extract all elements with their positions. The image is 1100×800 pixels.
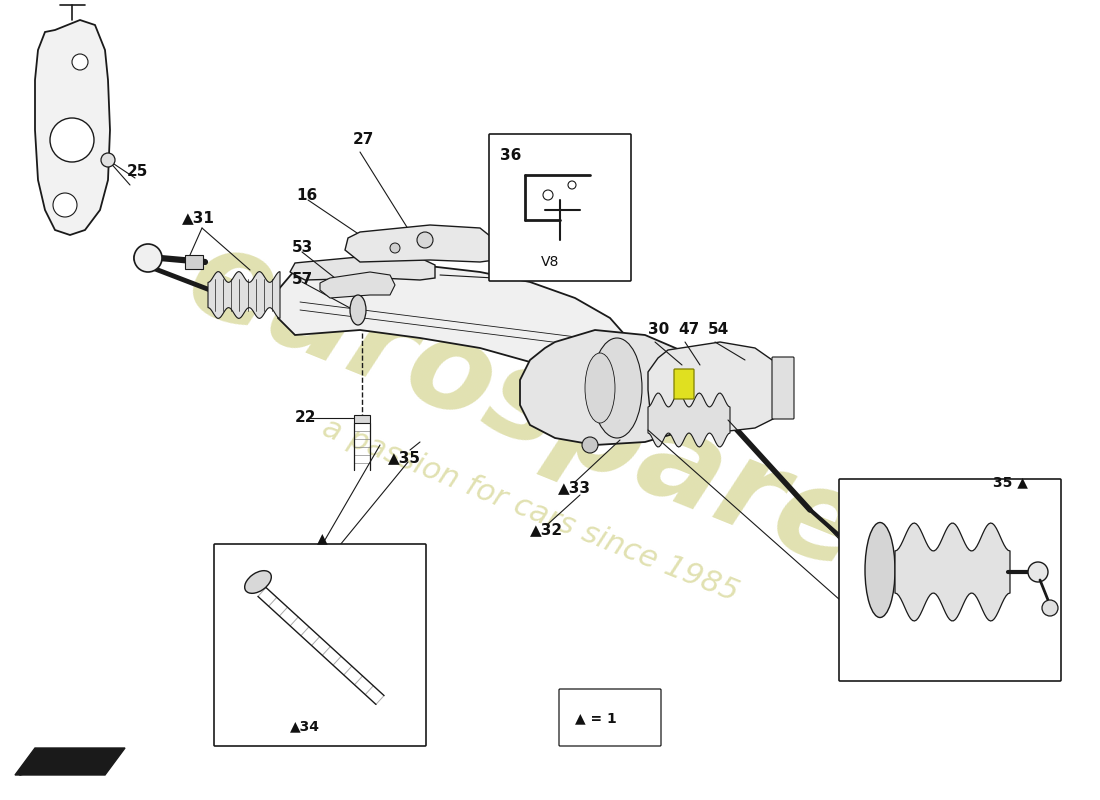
Ellipse shape xyxy=(592,338,642,438)
Text: 47: 47 xyxy=(678,322,700,338)
Circle shape xyxy=(543,190,553,200)
Polygon shape xyxy=(320,272,395,298)
Text: 25: 25 xyxy=(126,165,148,179)
Text: 22: 22 xyxy=(295,410,317,426)
Text: 57: 57 xyxy=(292,273,313,287)
Circle shape xyxy=(417,232,433,248)
Text: eurospares: eurospares xyxy=(170,216,949,624)
FancyBboxPatch shape xyxy=(559,689,661,746)
Circle shape xyxy=(858,546,882,570)
Circle shape xyxy=(72,54,88,70)
Circle shape xyxy=(1028,562,1048,582)
Polygon shape xyxy=(345,225,495,262)
Text: 54: 54 xyxy=(708,322,729,338)
FancyBboxPatch shape xyxy=(772,357,794,419)
Text: 27: 27 xyxy=(353,133,374,147)
Ellipse shape xyxy=(350,295,366,325)
Circle shape xyxy=(568,181,576,189)
Polygon shape xyxy=(648,342,782,432)
Circle shape xyxy=(1042,600,1058,616)
Ellipse shape xyxy=(865,522,895,618)
Circle shape xyxy=(50,118,94,162)
Circle shape xyxy=(582,437,598,453)
FancyBboxPatch shape xyxy=(674,369,694,399)
Circle shape xyxy=(53,193,77,217)
Text: 36: 36 xyxy=(500,147,521,162)
Ellipse shape xyxy=(844,542,872,562)
Circle shape xyxy=(101,153,116,167)
Bar xyxy=(185,255,204,269)
Text: ▲33: ▲33 xyxy=(558,481,591,495)
Text: ▲35: ▲35 xyxy=(388,450,421,466)
FancyBboxPatch shape xyxy=(214,544,426,746)
Text: 16: 16 xyxy=(296,187,317,202)
Polygon shape xyxy=(278,262,625,380)
Ellipse shape xyxy=(134,247,162,269)
Text: 30: 30 xyxy=(648,322,669,338)
Text: ▲ = 1: ▲ = 1 xyxy=(575,711,617,725)
Text: 53: 53 xyxy=(292,241,313,255)
Text: V8: V8 xyxy=(541,255,559,269)
Bar xyxy=(354,415,370,423)
Ellipse shape xyxy=(585,353,615,423)
FancyBboxPatch shape xyxy=(490,134,631,281)
Ellipse shape xyxy=(244,570,272,594)
Text: ▲: ▲ xyxy=(317,531,328,545)
Text: 35 ▲: 35 ▲ xyxy=(992,475,1027,489)
Polygon shape xyxy=(290,255,434,280)
Polygon shape xyxy=(15,748,125,775)
Polygon shape xyxy=(208,272,280,318)
Polygon shape xyxy=(648,393,730,447)
Polygon shape xyxy=(895,523,1010,621)
Circle shape xyxy=(134,244,162,272)
Polygon shape xyxy=(35,20,110,235)
Text: ▲34: ▲34 xyxy=(290,719,320,733)
Polygon shape xyxy=(520,330,705,445)
Circle shape xyxy=(390,243,400,253)
Text: a passion for cars since 1985: a passion for cars since 1985 xyxy=(318,413,742,607)
Text: ▲32: ▲32 xyxy=(530,522,563,538)
Text: ▲31: ▲31 xyxy=(182,210,214,226)
FancyBboxPatch shape xyxy=(839,479,1062,681)
